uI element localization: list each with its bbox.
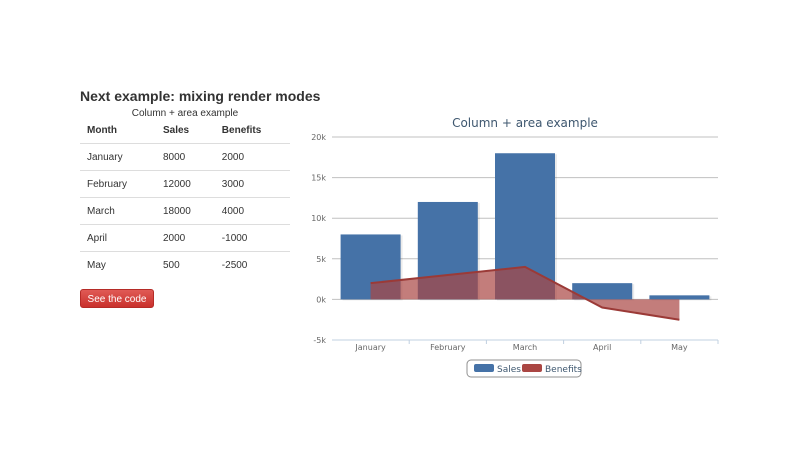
sales-column: [572, 283, 633, 300]
cell-month: March: [80, 197, 156, 225]
cell-month: January: [80, 143, 156, 171]
y-tick-label: 20k: [311, 133, 326, 142]
cell-month: April: [80, 224, 156, 252]
cell-sales: 500: [155, 251, 215, 278]
sales-column: [649, 295, 710, 300]
table-row: January 8000 2000: [80, 143, 290, 171]
cell-month: February: [80, 170, 156, 198]
y-tick-label: 10k: [311, 214, 326, 223]
cell-benefits: -2500: [214, 251, 290, 278]
header-benefits: Benefits: [221, 125, 262, 136]
y-tick-label: 5k: [316, 255, 326, 264]
cell-sales: 18000: [155, 197, 215, 225]
header-month: Month: [87, 125, 117, 136]
table-header-row: Month Sales Benefits: [80, 118, 290, 144]
benefits-line: [370, 265, 680, 321]
x-tick-label: April: [593, 343, 611, 352]
cell-benefits: 2000: [214, 143, 290, 171]
chart-title: Column + area example: [452, 116, 598, 130]
data-table: Month Sales Benefits January 8000 2000 Febr…: [80, 118, 290, 278]
table-row: April 2000 -1000: [80, 224, 290, 252]
legend-benefits-symbol: [522, 364, 542, 372]
x-tick-label: May: [671, 343, 688, 352]
legend-sales-symbol: [474, 364, 494, 372]
y-tick-label: -5k: [313, 336, 326, 345]
table-caption: Column + area example: [131, 108, 239, 119]
x-tick-label: February: [430, 343, 466, 352]
cell-sales: 2000: [155, 224, 215, 252]
table-row: May 500 -2500: [80, 251, 290, 278]
cell-month: May: [80, 251, 156, 278]
table-row: March 18000 4000: [80, 197, 290, 225]
see-the-code-button[interactable]: See the code: [80, 289, 154, 308]
x-tick-label: January: [354, 343, 386, 352]
legend-benefits-label: Benefits: [545, 365, 582, 375]
header-sales: Sales: [162, 125, 190, 136]
cell-sales: 12000: [155, 170, 215, 198]
page-heading: Next example: mixing render modes: [80, 88, 321, 104]
table-row: February 12000 3000: [80, 170, 290, 198]
legend-sales-label: Sales: [497, 365, 521, 375]
x-tick-label: March: [513, 343, 537, 352]
cell-benefits: 3000: [214, 170, 290, 198]
cell-benefits: -1000: [214, 224, 290, 252]
y-tick-label: 0k: [316, 295, 326, 304]
cell-sales: 8000: [155, 143, 215, 171]
cell-benefits: 4000: [214, 197, 290, 225]
y-tick-label: 15k: [311, 174, 326, 183]
